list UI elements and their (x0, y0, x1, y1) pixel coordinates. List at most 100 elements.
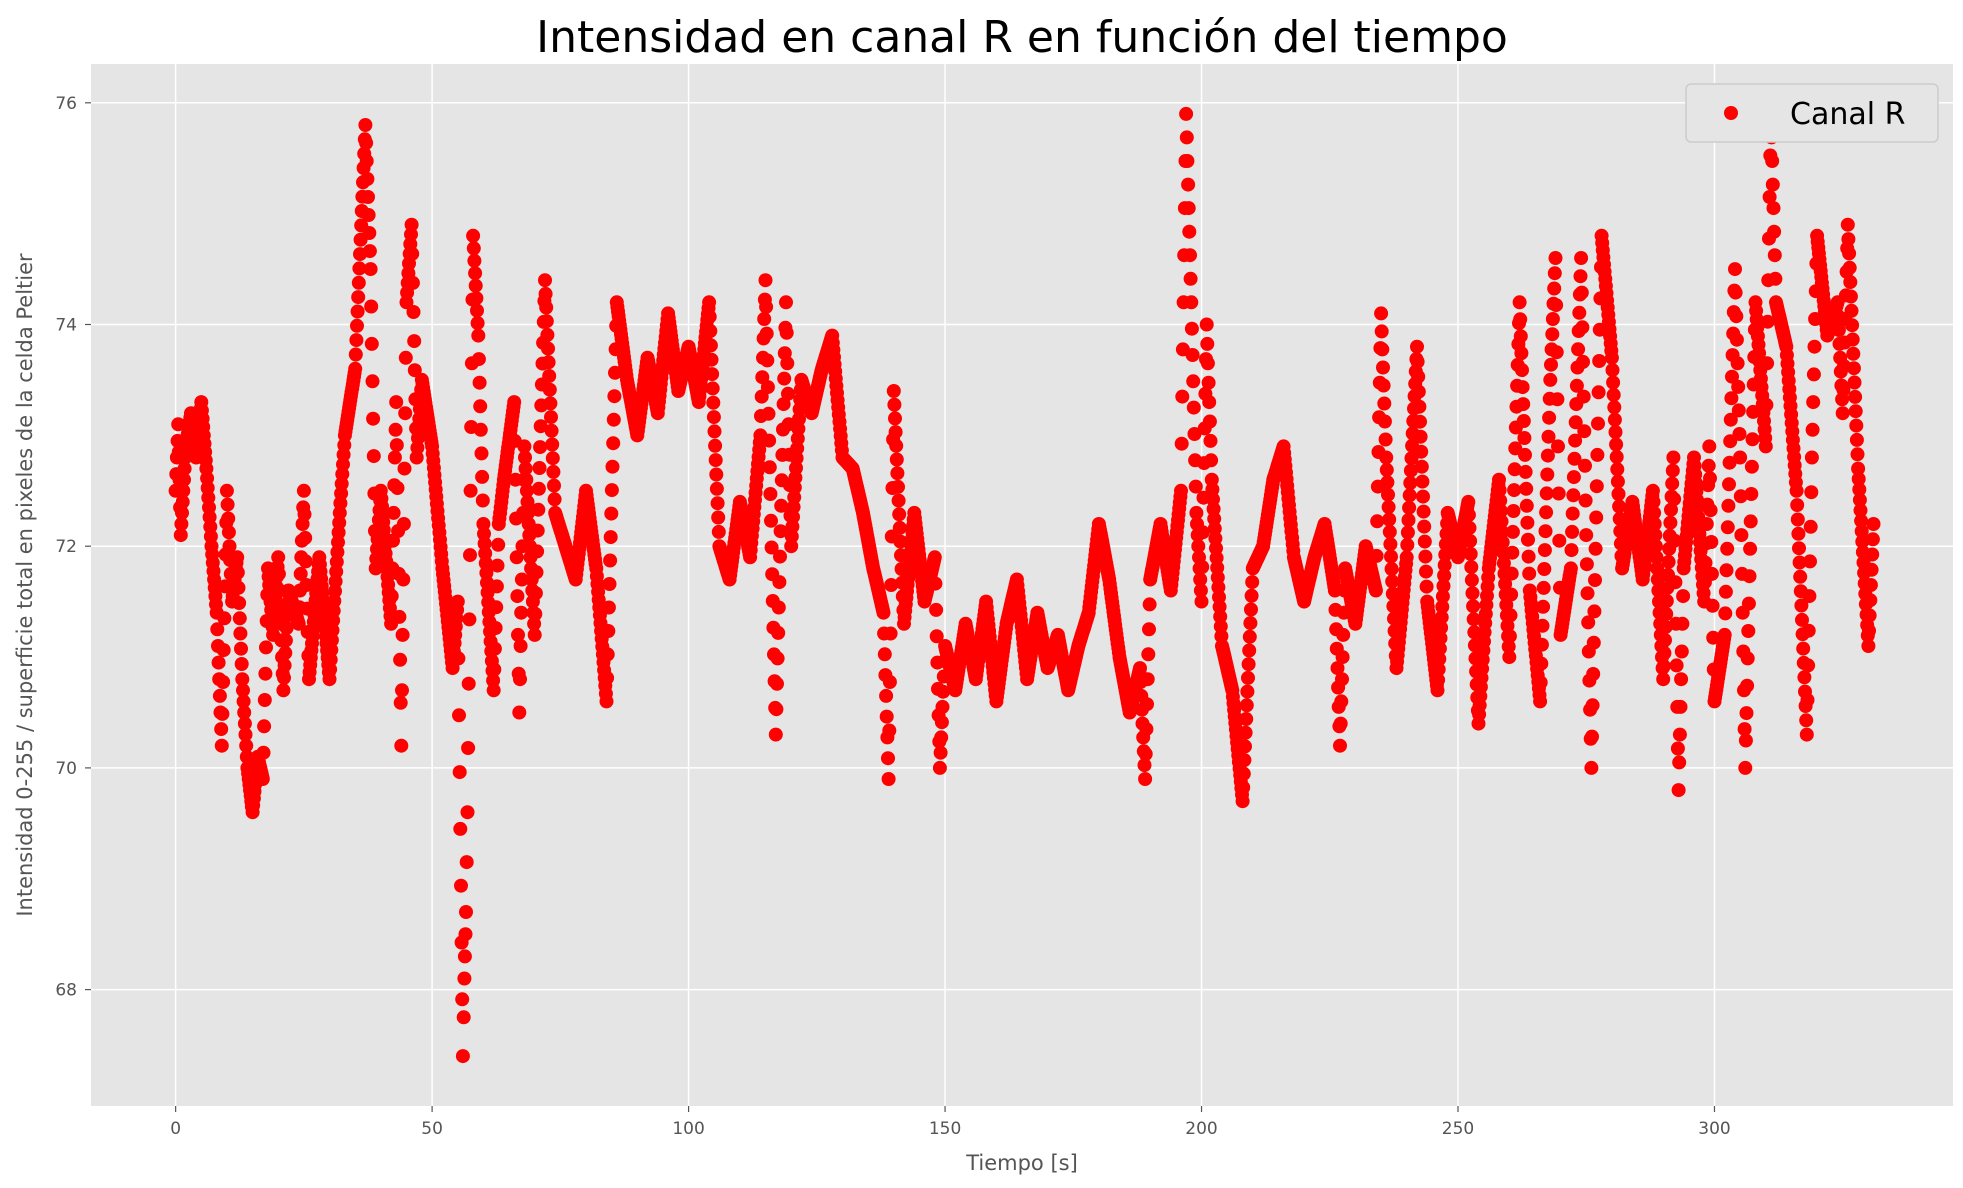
data-point (1175, 389, 1190, 404)
data-point (271, 550, 286, 565)
data-point (1667, 533, 1682, 548)
data-point (1851, 472, 1866, 486)
data-point (276, 683, 291, 698)
data-point (1504, 587, 1519, 602)
data-point (1518, 447, 1532, 462)
data-point (1549, 345, 1564, 360)
data-point (1717, 627, 1732, 642)
data-point (770, 676, 784, 691)
data-point (390, 481, 405, 495)
data-point (297, 507, 312, 522)
legend: Canal R (1685, 83, 1939, 143)
data-point (1413, 414, 1427, 429)
data-point (935, 699, 950, 714)
data-point (1414, 444, 1429, 459)
data-point (468, 266, 483, 281)
data-point (542, 369, 557, 383)
data-point (364, 336, 379, 351)
data-point (1181, 201, 1196, 216)
data-point (1729, 309, 1744, 324)
data-point (1865, 532, 1880, 547)
data-point (518, 461, 533, 476)
data-point (932, 760, 947, 775)
data-point (773, 524, 788, 539)
data-point (1725, 369, 1739, 384)
y-tick-label: 74 (55, 316, 77, 336)
data-point (889, 438, 904, 453)
data-point (1501, 639, 1516, 654)
data-point (468, 278, 483, 293)
data-point (1698, 555, 1713, 570)
data-point (1591, 385, 1606, 400)
data-point (1850, 447, 1865, 462)
data-point (1400, 537, 1415, 552)
data-point (760, 380, 775, 395)
data-point (709, 467, 724, 482)
data-point (529, 565, 544, 580)
data-point (1184, 321, 1199, 336)
data-point (1544, 357, 1558, 372)
data-point (1419, 564, 1433, 579)
data-point (1604, 350, 1619, 365)
data-point (458, 927, 473, 942)
data-point (1461, 494, 1476, 509)
data-point (389, 395, 404, 410)
data-point (520, 494, 535, 509)
data-point (1578, 458, 1592, 473)
data-point (1703, 471, 1717, 486)
data-point (1740, 651, 1755, 666)
data-point (255, 772, 270, 786)
data-point (1142, 622, 1156, 637)
data-point (298, 554, 313, 569)
data-point (539, 300, 554, 315)
data-point (358, 118, 373, 132)
data-point (544, 410, 558, 425)
x-tick-label: 250 (1442, 1119, 1474, 1139)
data-point (1572, 305, 1587, 320)
data-point (1758, 439, 1773, 454)
data-point (174, 517, 189, 531)
data-point (1835, 406, 1850, 421)
data-point (232, 611, 247, 626)
data-point (487, 662, 502, 677)
data-point (1195, 560, 1210, 574)
x-tick-label: 50 (421, 1119, 443, 1139)
data-point (456, 1010, 471, 1025)
data-point (1740, 678, 1755, 693)
data-point (1646, 494, 1661, 509)
data-point (1493, 493, 1508, 508)
data-point (934, 715, 949, 730)
x-tick-label: 300 (1698, 1119, 1730, 1139)
data-point (1186, 400, 1201, 415)
x-tick-label: 0 (170, 1119, 181, 1139)
data-point (1659, 594, 1674, 608)
data-point (1537, 543, 1552, 558)
data-point (709, 481, 724, 496)
data-point (257, 693, 272, 707)
data-point (708, 453, 723, 468)
data-point (881, 772, 896, 786)
data-point (397, 461, 412, 476)
data-point (1463, 547, 1478, 561)
data-point (455, 1049, 470, 1064)
data-point (1792, 555, 1807, 570)
data-point (1239, 712, 1254, 726)
data-point (608, 365, 622, 380)
data-point (1505, 545, 1520, 560)
data-point (892, 520, 907, 535)
data-point (1585, 729, 1599, 744)
data-point (1384, 562, 1399, 576)
data-point (1565, 524, 1580, 539)
data-point (1566, 470, 1581, 485)
data-point (509, 550, 524, 565)
data-point (364, 299, 379, 314)
data-point (1674, 672, 1689, 687)
data-point (1137, 758, 1152, 773)
data-point (366, 411, 381, 426)
data-point (1866, 517, 1881, 531)
data-point (349, 333, 364, 348)
data-point (883, 626, 898, 641)
data-point (1494, 514, 1509, 529)
data-point (1588, 573, 1602, 588)
data-point (1670, 741, 1685, 756)
